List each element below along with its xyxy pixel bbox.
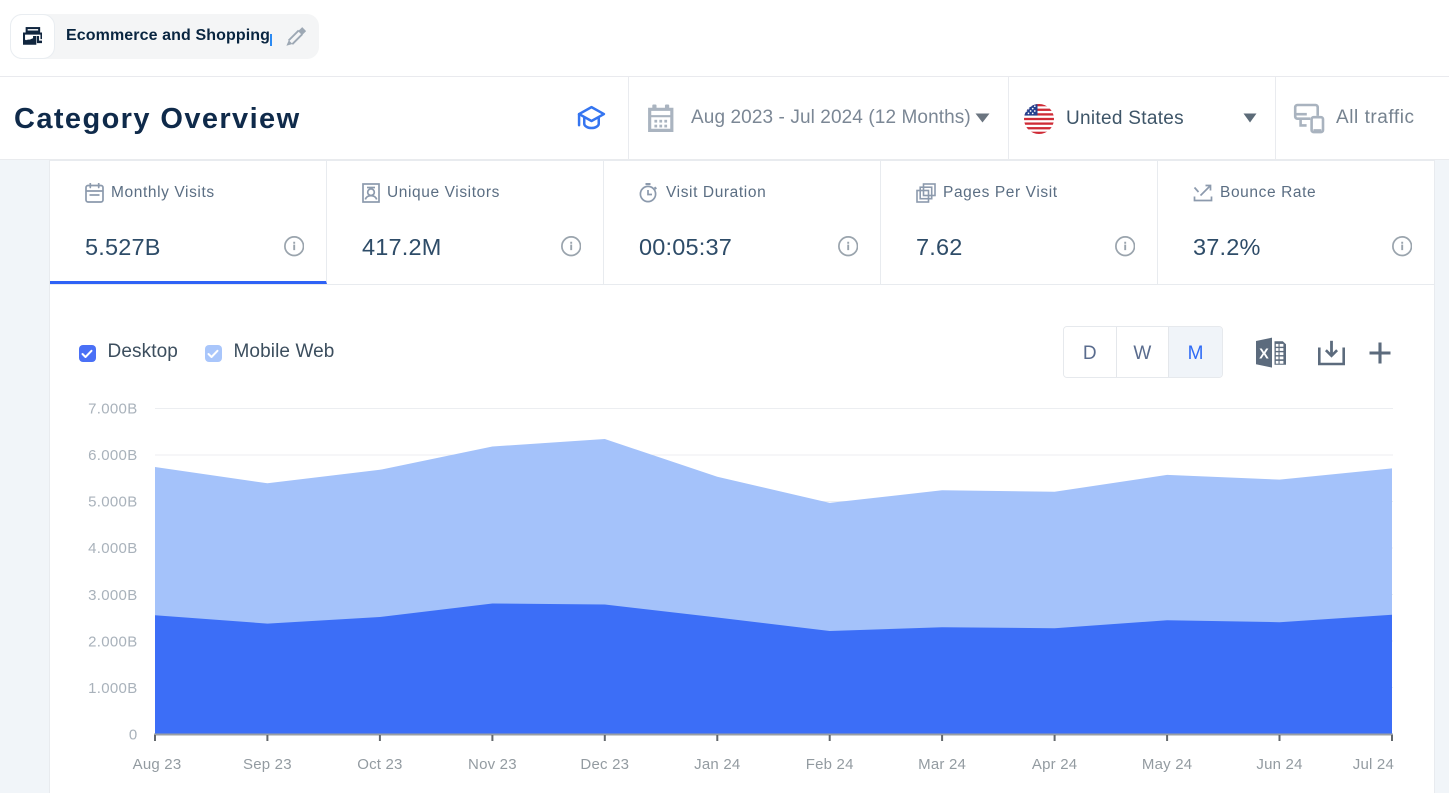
svg-text:0: 0 (129, 727, 138, 744)
svg-text:Jan 24: Jan 24 (694, 756, 740, 773)
svg-text:Oct 23: Oct 23 (357, 756, 402, 773)
svg-text:7.000B: 7.000B (88, 401, 137, 418)
svg-text:4.000B: 4.000B (88, 540, 137, 557)
svg-text:X: X (1259, 347, 1269, 363)
svg-text:3.000B: 3.000B (88, 587, 137, 604)
svg-text:5.000B: 5.000B (88, 494, 137, 511)
svg-text:2.000B: 2.000B (88, 633, 137, 650)
svg-text:Mar 24: Mar 24 (918, 756, 966, 773)
svg-text:Apr 24: Apr 24 (1032, 756, 1077, 773)
svg-text:Feb 24: Feb 24 (806, 756, 854, 773)
svg-text:May 24: May 24 (1142, 756, 1192, 773)
svg-text:Dec 23: Dec 23 (580, 756, 629, 773)
svg-text:Aug 23: Aug 23 (133, 756, 182, 773)
svg-text:Jun 24: Jun 24 (1256, 756, 1302, 773)
svg-text:1.000B: 1.000B (88, 680, 137, 697)
svg-text:Nov 23: Nov 23 (468, 756, 517, 773)
svg-text:6.000B: 6.000B (88, 447, 137, 464)
svg-text:Sep 23: Sep 23 (243, 756, 292, 773)
svg-text:Jul 24: Jul 24 (1353, 756, 1394, 773)
